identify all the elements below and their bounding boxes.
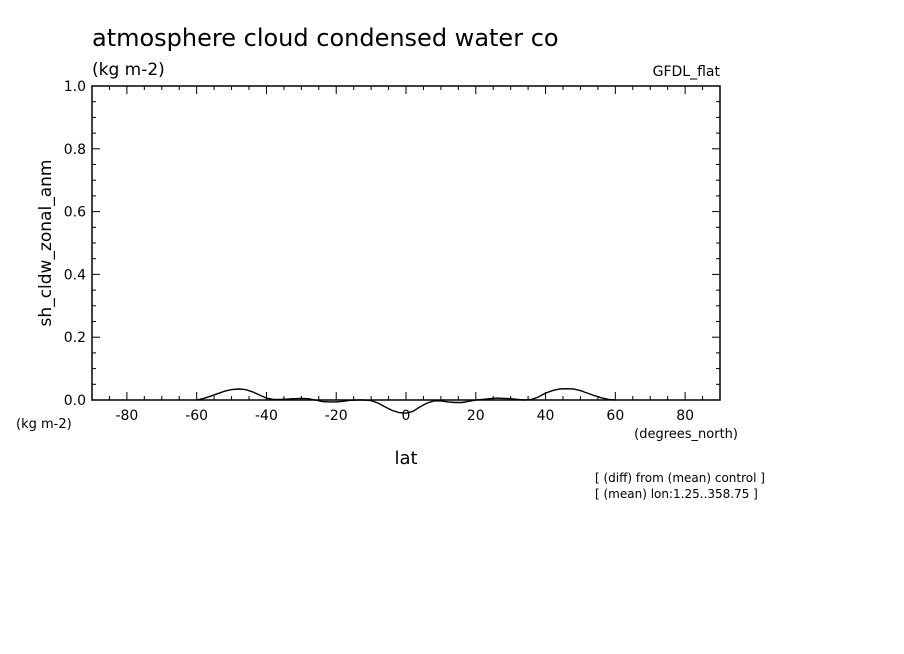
plot-frame — [91, 85, 721, 401]
x-tick-label: 40 — [537, 408, 555, 424]
model-label: GFDL_flat — [653, 64, 721, 80]
y-unit-label: (kg m-2) — [16, 417, 72, 432]
x-unit-label: (degrees_north) — [634, 427, 738, 442]
x-tick-labels: -80 -60 -40 -20 0 20 40 60 80 — [115, 408, 694, 424]
y-tick-label: 0.2 — [64, 330, 86, 346]
axis-ticks — [91, 85, 721, 401]
y-tick-label: 0.0 — [64, 393, 86, 409]
y-tick-label: 0.8 — [64, 142, 86, 158]
y-tick-labels: 0.0 0.2 0.4 0.6 0.8 1.0 — [64, 79, 86, 409]
x-tick-label: 60 — [606, 408, 624, 424]
x-tick-label: -80 — [115, 408, 138, 424]
note-diff: [ (diff) from (mean) control ] — [595, 471, 765, 485]
y-tick-label: 0.6 — [64, 205, 86, 221]
x-tick-label: -60 — [185, 408, 208, 424]
x-tick-label: 0 — [402, 408, 411, 424]
x-tick-label: 20 — [467, 408, 485, 424]
y-axis-label: sh_cldw_zonal_anm — [36, 160, 56, 327]
note-mean: [ (mean) lon:1.25..358.75 ] — [595, 487, 758, 501]
x-axis-label: lat — [394, 448, 417, 469]
x-tick-label: 80 — [676, 408, 694, 424]
chart-title: atmosphere cloud condensed water co — [92, 24, 559, 52]
chart-subtitle: (kg m-2) — [92, 60, 165, 80]
x-tick-label: -40 — [255, 408, 278, 424]
x-tick-label: -20 — [325, 408, 348, 424]
series-line — [196, 387, 616, 414]
y-tick-label: 0.4 — [64, 267, 86, 283]
y-tick-label: 1.0 — [64, 79, 86, 95]
